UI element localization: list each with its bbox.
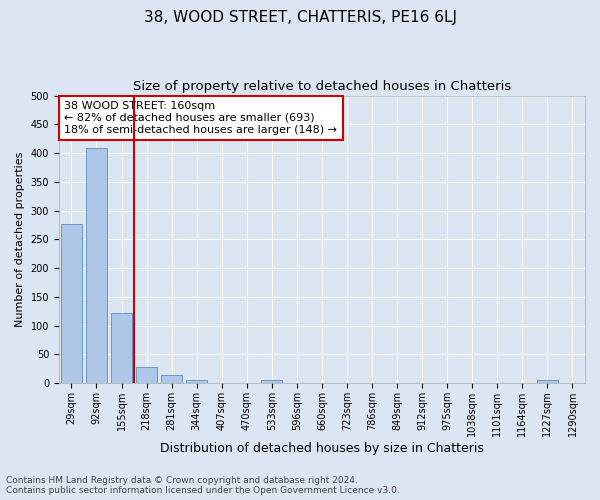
Text: 38 WOOD STREET: 160sqm
← 82% of detached houses are smaller (693)
18% of semi-de: 38 WOOD STREET: 160sqm ← 82% of detached… (64, 102, 337, 134)
X-axis label: Distribution of detached houses by size in Chatteris: Distribution of detached houses by size … (160, 442, 484, 455)
Bar (537, 380, 558, 383)
Text: 38, WOOD STREET, CHATTERIS, PE16 6LJ: 38, WOOD STREET, CHATTERIS, PE16 6LJ (143, 10, 457, 25)
Text: Contains HM Land Registry data © Crown copyright and database right 2024.
Contai: Contains HM Land Registry data © Crown c… (6, 476, 400, 495)
Bar (136, 367, 157, 383)
Bar (261, 380, 283, 383)
Bar (86, 148, 107, 383)
Y-axis label: Number of detached properties: Number of detached properties (15, 152, 25, 327)
Bar (186, 380, 208, 383)
Bar (61, 224, 82, 383)
Bar (111, 313, 132, 383)
Title: Size of property relative to detached houses in Chatteris: Size of property relative to detached ho… (133, 80, 511, 93)
Bar (161, 375, 182, 383)
